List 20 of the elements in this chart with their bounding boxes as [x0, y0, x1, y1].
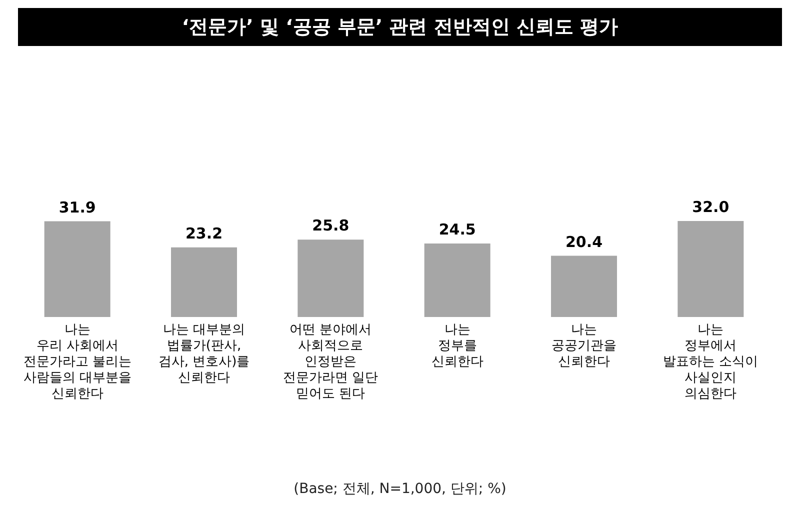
x-tick-label: 나는 공공기관을 신뢰한다 [552, 322, 616, 370]
data-label: 23.2 [185, 224, 223, 242]
bar [171, 247, 237, 317]
bar [678, 221, 744, 317]
x-tick-label: 어떤 분야에서 사회적으로 인정받은 전문가라면 일단 믿어도 된다 [283, 322, 378, 402]
data-label: 31.9 [58, 198, 96, 216]
data-label: 25.8 [312, 216, 350, 235]
x-tick-label: 나는 대부분의 법률가(판사, 검사, 변호사)를 신뢰한다 [158, 322, 250, 386]
text: (Base; 전체, N=1,000, 단위; %) [292, 480, 508, 498]
x-tick-label: 나는 정부를 신뢰한다 [431, 322, 484, 370]
data-label: 24.5 [438, 220, 476, 238]
data-label: 20.4 [565, 232, 603, 251]
chart-title: ‘전문가’ 및 ‘공공 부문’ 관련 전반적인 신뢰도 평가 [18, 8, 782, 46]
bar [424, 244, 490, 317]
data-label: 32.0 [692, 198, 730, 216]
bar [551, 256, 617, 317]
x-tick-label: 나는 우리 사회에서 전문가라고 불리는 사람들의 대부분을 신뢰한다 [23, 322, 132, 402]
bar [44, 221, 110, 317]
x-tick-label: 나는 정부에서 발표하는 소식이 사실인지 의심한다 [663, 322, 758, 402]
bar [298, 240, 364, 317]
